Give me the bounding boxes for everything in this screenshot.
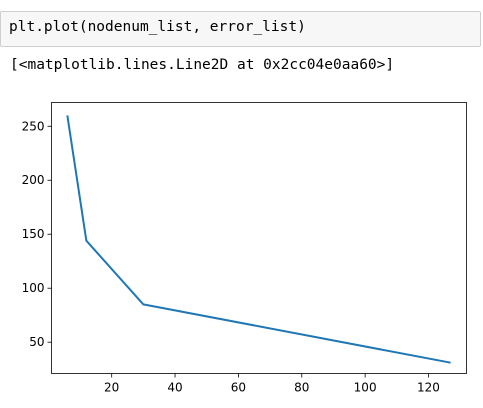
y-tick-label: 50 <box>29 335 44 349</box>
x-axis-ticks: 20 40 60 80 100 120 <box>104 373 440 395</box>
output-repr-text: [<matplotlib.lines.Line2D at 0x2cc04e0aa… <box>10 57 395 73</box>
y-tick-label: 100 <box>22 281 45 295</box>
code-text[interactable]: plt.plot(nodenum_list, error_list) <box>9 19 306 35</box>
y-tick-label: 250 <box>22 119 45 133</box>
series-line <box>66 115 451 364</box>
line-plot: 50 100 150 200 250 20 40 60 80 100 120 <box>22 102 467 395</box>
code-input-cell[interactable]: plt.plot(nodenum_list, error_list) <box>0 11 481 47</box>
x-tick-label: 20 <box>104 381 119 395</box>
x-tick-label: 80 <box>294 381 309 395</box>
x-tick-label: 40 <box>167 381 182 395</box>
x-tick-label: 60 <box>231 381 246 395</box>
y-tick-label: 150 <box>22 227 45 241</box>
y-axis-ticks: 50 100 150 200 250 <box>22 119 52 349</box>
x-tick-label: 120 <box>417 381 440 395</box>
x-tick-label: 100 <box>354 381 377 395</box>
plot-series <box>66 115 451 364</box>
y-tick-label: 200 <box>22 173 45 187</box>
axes-frame <box>51 102 467 374</box>
